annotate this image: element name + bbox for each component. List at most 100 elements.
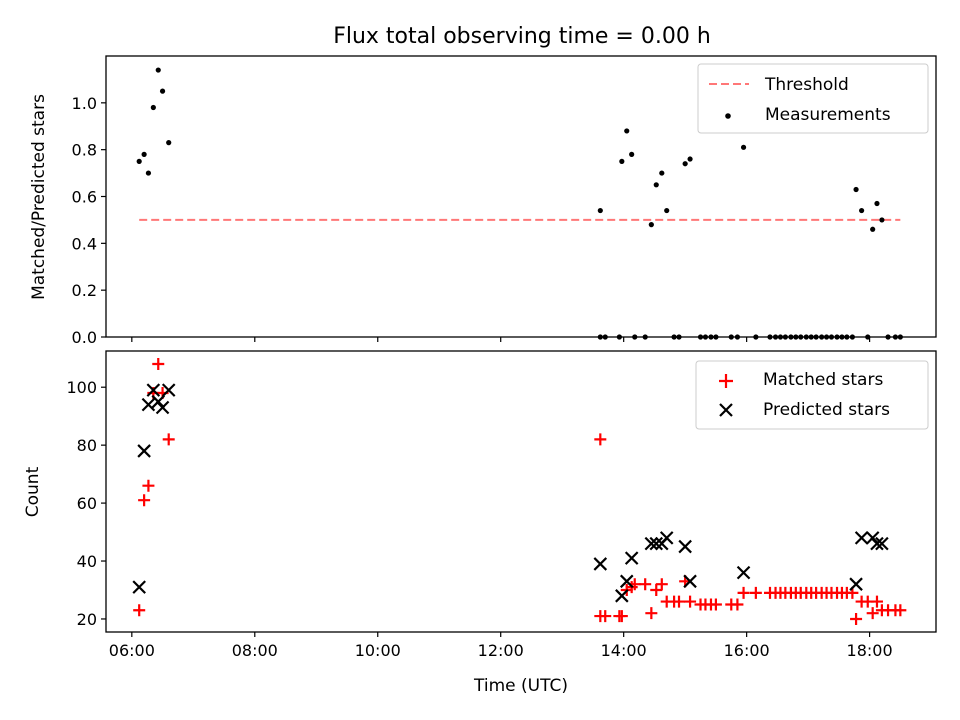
measurement-point	[767, 334, 773, 340]
measurement-point	[803, 334, 809, 340]
measurement-point	[897, 334, 903, 340]
x-tick-label: 06:00	[109, 641, 155, 660]
legend-top: Threshold Measurements	[697, 63, 929, 134]
matched-stars-point	[731, 598, 744, 611]
x-tick-label: 14:00	[601, 641, 647, 660]
measurement-point	[874, 200, 880, 207]
axes-frame-bottom	[105, 350, 937, 633]
measurement-point	[798, 334, 804, 340]
predicted-stars-point	[593, 557, 608, 571]
measurement-point	[793, 334, 799, 340]
measurement-point	[740, 144, 747, 150]
predicted-stars-point	[141, 397, 156, 412]
measurement-point	[885, 334, 891, 340]
predicted-stars-point	[678, 539, 692, 554]
predicted-stars-point	[683, 574, 697, 589]
measurement-point	[808, 334, 814, 340]
measurement-point	[859, 207, 865, 214]
x-tick-label: 18:00	[847, 641, 893, 660]
matched-stars-point	[142, 479, 155, 492]
measurement-point	[602, 334, 608, 340]
measurement-point	[671, 334, 677, 340]
measurement-point	[708, 334, 714, 340]
measurement-point	[629, 151, 635, 157]
matched-stars-point	[594, 433, 607, 446]
matched-stars-point	[650, 583, 663, 596]
measurement-point	[687, 156, 693, 162]
matched-stars-point	[615, 610, 628, 623]
predicted-stars-point	[649, 536, 664, 551]
measurement-point	[145, 170, 152, 176]
legend-measurements-swatch	[725, 113, 731, 119]
measurement-point	[648, 222, 654, 228]
matched-stars-point	[639, 578, 652, 591]
y-tick-label: 0.4	[72, 234, 97, 253]
measurement-point	[819, 334, 825, 340]
measurement-point	[788, 334, 794, 340]
measurement-point	[682, 161, 688, 167]
y-ticks-bottom: 20 40 60 80 100	[66, 378, 106, 629]
measurement-point	[777, 334, 784, 340]
x-tick-label: 16:00	[724, 641, 770, 660]
measurement-point	[839, 334, 845, 340]
y-ticks-top: 0.0 0.2 0.4 0.6 0.8 1.0	[72, 94, 106, 347]
y-tick-label: 1.0	[72, 94, 97, 113]
measurement-point	[141, 151, 147, 157]
predicted-stars-point	[854, 531, 869, 545]
matched-stars-point	[894, 604, 907, 617]
matched-stars-point	[138, 494, 151, 507]
predicted-stars-point	[624, 551, 639, 565]
predicted-stars-point	[619, 574, 634, 589]
measurement-point	[823, 334, 830, 340]
matched-stars-point	[866, 607, 879, 620]
matched-stars-point	[709, 598, 722, 611]
legend-frame-bottom	[695, 360, 929, 430]
predicted-stars-point	[132, 580, 146, 594]
x-tick-label: 10:00	[355, 641, 401, 660]
y-tick-label: 20	[77, 610, 97, 629]
measurement-point	[772, 334, 779, 340]
legend-matched-label: Matched stars	[763, 370, 883, 390]
x-axis-label: Time (UTC)	[473, 676, 568, 696]
measurement-point	[834, 334, 840, 340]
matched-stars-point	[655, 578, 668, 591]
measurement-point	[653, 182, 659, 188]
matched-stars-point	[737, 586, 750, 599]
predicted-stars-point	[155, 400, 170, 415]
y-tick-label: 0.2	[72, 281, 97, 300]
measurement-point	[734, 334, 741, 340]
measurement-point	[659, 170, 665, 176]
y-tick-label: 0.6	[72, 188, 97, 207]
y-axis-label-top: Matched/Predicted stars	[29, 94, 49, 300]
predicted-stars-point	[615, 589, 629, 603]
measurement-point	[597, 207, 603, 214]
measurement-point	[849, 334, 855, 340]
measurement-point	[782, 334, 788, 340]
measurement-point	[879, 217, 885, 223]
marks-bottom	[132, 358, 907, 625]
measurement-point	[865, 334, 871, 340]
matched-stars-point	[152, 358, 165, 371]
legend-bottom: Matched stars Predicted stars	[695, 360, 929, 430]
predicted-stars-point	[644, 536, 659, 551]
predicted-stars-point	[736, 565, 751, 580]
measurement-point	[697, 334, 704, 340]
matched-stars-point	[684, 595, 697, 608]
predicted-stars-point	[849, 577, 863, 591]
matched-stars-point	[133, 604, 146, 617]
measurement-point	[753, 334, 759, 340]
x-tick-label: 12:00	[478, 641, 524, 660]
measurement-point	[844, 334, 850, 340]
y-tick-label: 0.8	[72, 141, 97, 160]
measurement-point	[155, 67, 161, 73]
matched-stars-point	[599, 610, 612, 623]
predicted-stars-point	[146, 383, 161, 397]
predicted-stars-point	[875, 536, 889, 551]
legend-predicted-swatch	[719, 403, 733, 417]
measurement-point	[150, 104, 156, 111]
panel-ratio: 0.0 0.2 0.4 0.6 0.8 1.0 Matched/Predicted sta…	[29, 55, 937, 347]
measurement-point	[702, 334, 709, 340]
measurement-point	[624, 128, 630, 134]
measurement-point	[619, 158, 625, 164]
